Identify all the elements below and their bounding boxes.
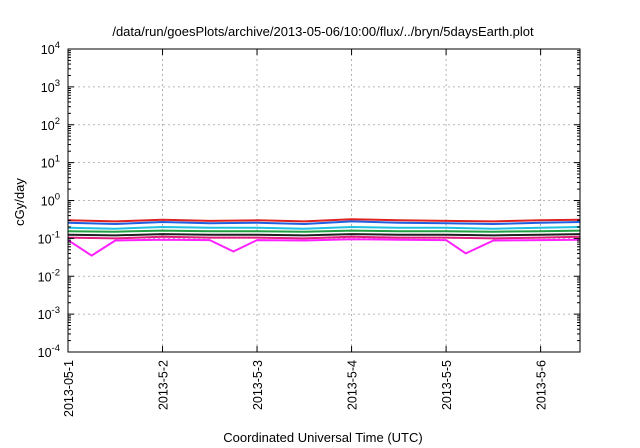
series-line-5 [67, 233, 581, 237]
x-tick-label: 2013-5-4 [346, 360, 360, 410]
series-line-6 [67, 235, 581, 240]
chart-title: /data/run/goesPlots/archive/2013-05-06/1… [112, 24, 534, 39]
series-line-2 [67, 220, 581, 225]
y-tick-exponent: -4 [52, 343, 60, 354]
y-tick-label: 10-4 [38, 343, 60, 360]
series-line-7 [67, 238, 581, 257]
y-tick-label: 100 [41, 192, 60, 209]
y-tick-exponent: 1 [55, 154, 60, 165]
y-tick-exponent: -2 [52, 267, 60, 278]
y-tick-exponent: 3 [55, 78, 60, 89]
y-tick-exponent: 4 [55, 40, 60, 51]
x-axis-title: Coordinated Universal Time (UTC) [223, 430, 422, 445]
x-tick-label: 2013-5-2 [157, 360, 171, 410]
y-axis-title: cGy/day [12, 178, 27, 226]
y-tick-exponent: 2 [55, 116, 60, 127]
series-line-4 [67, 229, 581, 233]
series-group [67, 218, 581, 257]
y-tick-label: 101 [41, 154, 60, 171]
y-tick-exponent: 0 [55, 192, 60, 203]
series-line-3 [67, 226, 581, 230]
y-tick-exponent: -1 [52, 229, 60, 240]
y-tick-label: 102 [41, 116, 60, 133]
y-tick-label: 10-3 [38, 305, 60, 322]
x-tick-label: 2013-5-5 [440, 360, 454, 410]
x-tick-label: 2013-5-6 [535, 360, 549, 410]
x-tick-label: 2013-5-3 [251, 360, 265, 410]
x-tick-label: 2013-05-1 [62, 360, 76, 417]
y-tick-label: 104 [41, 40, 60, 57]
series-line-1 [67, 218, 581, 223]
y-tick-label: 103 [41, 78, 60, 95]
y-tick-exponent: -3 [52, 305, 60, 316]
grid [68, 49, 580, 352]
y-tick-label: 10-1 [38, 229, 60, 246]
axis-ticks [67, 48, 580, 353]
y-tick-label: 10-2 [38, 267, 60, 284]
